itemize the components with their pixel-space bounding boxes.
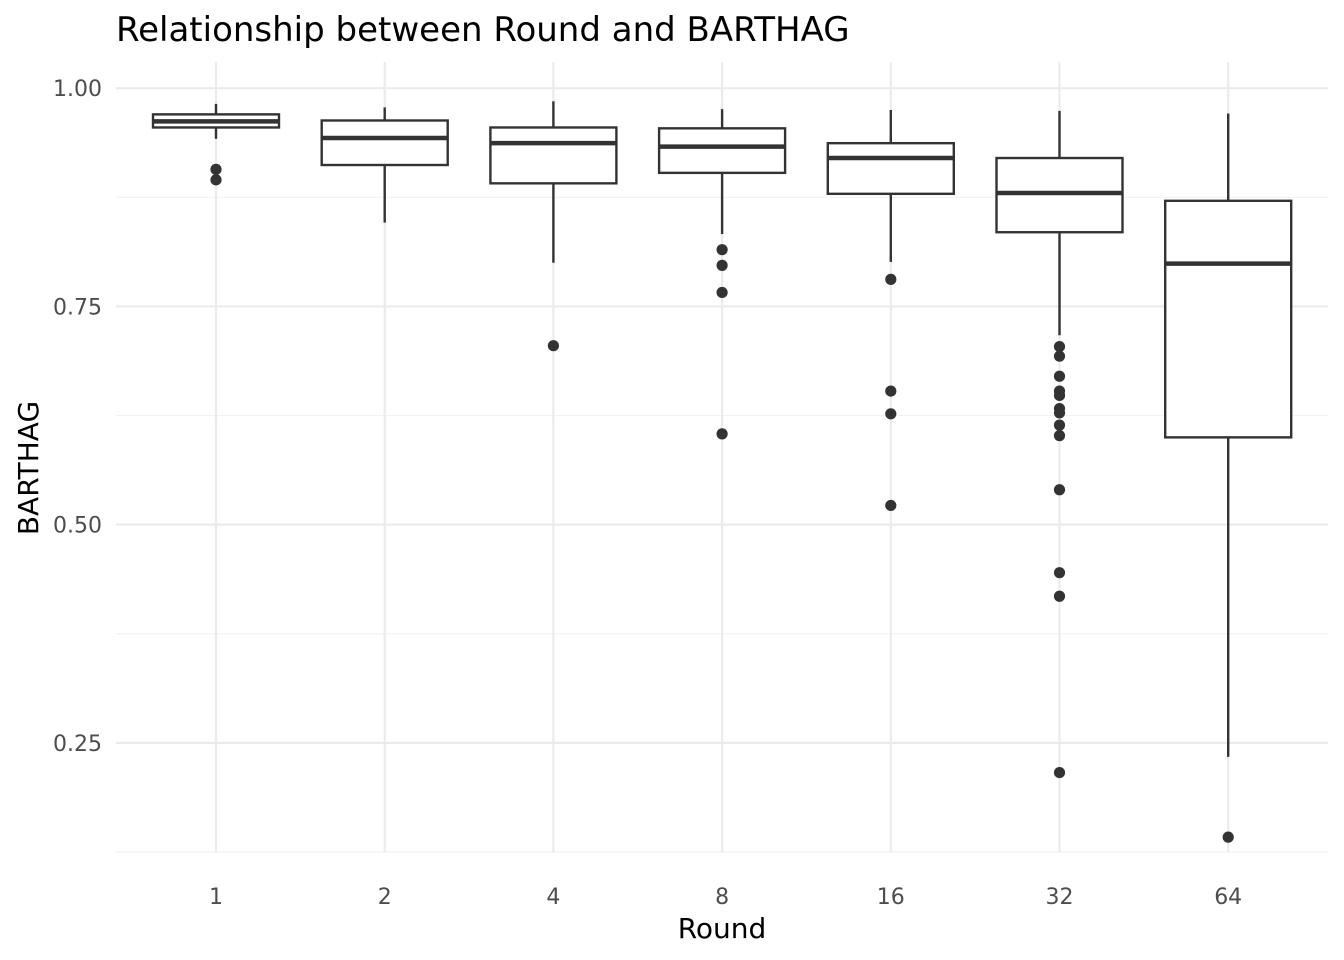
x-tick-label: 2 [378, 885, 392, 910]
box-2 [320, 107, 449, 223]
outlier-point [210, 174, 222, 186]
x-tick-label: 16 [877, 885, 905, 910]
iqr-box [826, 141, 955, 196]
box-32 [995, 110, 1124, 779]
x-tick-label: 64 [1214, 885, 1242, 910]
outlier-point [885, 273, 897, 285]
x-tick-label: 32 [1046, 885, 1074, 910]
x-tick-label: 8 [715, 885, 729, 910]
outlier-point [1053, 430, 1066, 442]
box-16 [826, 110, 955, 512]
outlier-point [885, 385, 897, 397]
y-tick-label: 0.50 [53, 514, 102, 539]
box-64 [1163, 113, 1293, 843]
outlier-point [716, 244, 728, 256]
outlier-point [1053, 389, 1066, 402]
y-tick-label: 1.00 [53, 77, 102, 102]
y-tick-label: 0.25 [53, 732, 102, 757]
tick-label-layer: 0.25 0.50 0.75 1.00 1 2 4 8 16 32 64 [53, 77, 1242, 910]
x-axis-title: Round [678, 912, 767, 945]
outlier-point [1053, 370, 1066, 382]
outlier-point [210, 163, 222, 175]
outlier-point [716, 286, 728, 299]
iqr-box [320, 119, 449, 167]
outlier-point [1053, 590, 1066, 602]
chart-title: Relationship between Round and BARTHAG [116, 10, 850, 50]
y-tick-label: 0.75 [53, 295, 102, 320]
box-4 [489, 101, 618, 352]
outlier-point [1053, 419, 1066, 431]
outlier-point [716, 259, 728, 271]
outlier-point [1053, 340, 1066, 353]
outlier-point [1053, 567, 1066, 579]
iqr-box [657, 127, 787, 175]
box-layer [151, 101, 1293, 843]
outlier-point [1053, 350, 1066, 362]
box-1 [151, 103, 281, 186]
outlier-point [1053, 766, 1066, 779]
x-tick-label: 4 [546, 885, 560, 910]
outlier-point [716, 428, 728, 440]
y-axis-title: BARTHAG [12, 401, 45, 535]
outlier-point [1053, 484, 1066, 496]
outlier-point [885, 408, 897, 420]
outlier-point [1053, 407, 1066, 419]
iqr-box [489, 126, 618, 185]
outlier-point [885, 499, 897, 512]
outlier-point [547, 340, 560, 352]
iqr-box [1163, 199, 1293, 439]
outlier-point [1222, 831, 1234, 843]
x-tick-label: 1 [209, 885, 223, 910]
box-8 [657, 109, 787, 440]
